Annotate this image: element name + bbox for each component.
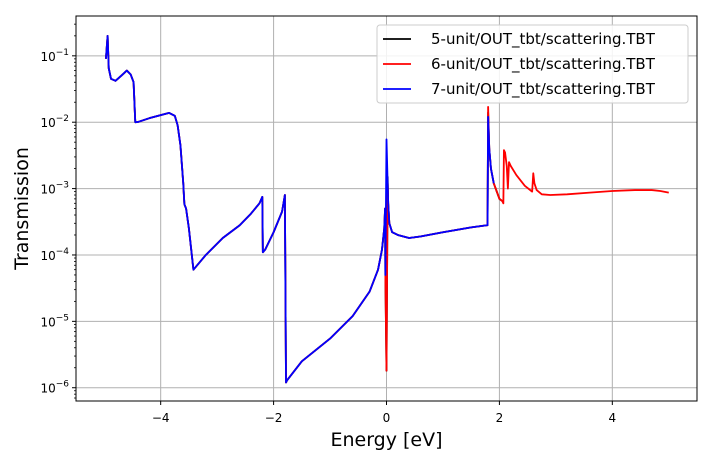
y-tick-label: 10−1 <box>40 48 69 64</box>
y-tick-label: 10−5 <box>40 313 69 329</box>
y-tick-label: 10−4 <box>40 247 69 263</box>
y-tick-base: 10 <box>40 249 55 263</box>
y-tick-base: 10 <box>40 116 55 130</box>
y-tick-label: 10−3 <box>40 181 69 197</box>
y-tick-exponent: −6 <box>56 380 70 390</box>
legend-label: 6-unit/OUT_tbt/scattering.TBT <box>431 55 656 74</box>
y-tick-base: 10 <box>40 382 55 396</box>
y-axis-title: Transmission <box>11 147 33 271</box>
y-tick-base: 10 <box>40 315 55 329</box>
x-tick-label: 4 <box>608 411 616 425</box>
y-tick-exponent: −2 <box>56 114 69 124</box>
y-axis: 10−610−510−410−310−210−1 <box>40 23 76 399</box>
x-tick-label: −4 <box>152 411 170 425</box>
series-line-3 <box>105 34 495 384</box>
x-tick-label: −2 <box>265 411 283 425</box>
legend: 5-unit/OUT_tbt/scattering.TBT 6-unit/OUT_… <box>376 24 689 104</box>
y-tick-label: 10−2 <box>40 114 69 130</box>
legend-label: 7-unit/OUT_tbt/scattering.TBT <box>431 80 656 99</box>
y-tick-base: 10 <box>40 50 55 64</box>
legend-label: 5-unit/OUT_tbt/scattering.TBT <box>431 30 656 49</box>
x-tick-label: 0 <box>383 411 391 425</box>
y-tick-exponent: −3 <box>56 181 69 191</box>
series-lines <box>105 34 669 384</box>
y-tick-base: 10 <box>40 183 55 197</box>
legend-box <box>376 24 689 104</box>
y-tick-exponent: −4 <box>56 247 70 257</box>
y-tick-exponent: −1 <box>56 48 69 58</box>
x-axis-title: Energy [eV] <box>330 429 442 451</box>
y-tick-label: 10−6 <box>40 380 69 396</box>
x-tick-label: 2 <box>496 411 504 425</box>
x-axis: −4 −2 0 2 4 <box>152 401 616 425</box>
y-tick-exponent: −5 <box>56 313 69 323</box>
